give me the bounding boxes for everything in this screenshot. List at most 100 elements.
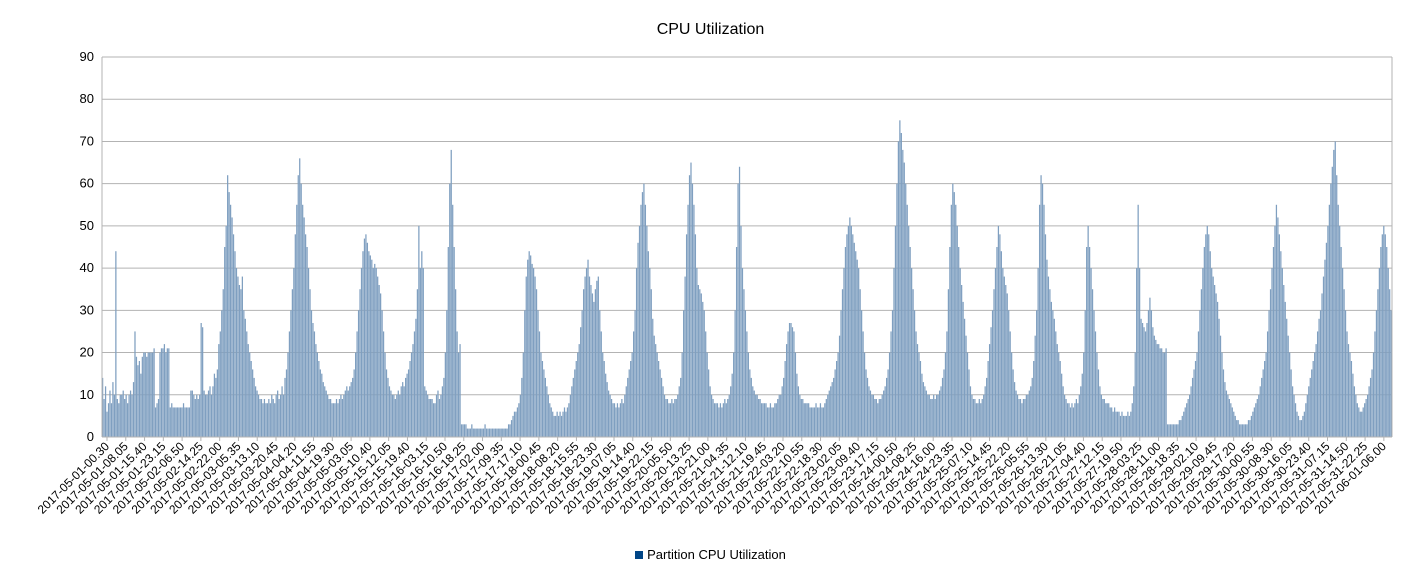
bar [422, 268, 424, 437]
bar [599, 310, 601, 437]
bar [738, 166, 741, 437]
bar [572, 377, 574, 437]
bar [124, 399, 126, 437]
bar [794, 352, 797, 437]
bar [580, 327, 582, 437]
bar [619, 403, 622, 437]
bar [997, 225, 1000, 437]
bar [1303, 411, 1305, 437]
bar [763, 403, 766, 437]
bar [1146, 323, 1148, 437]
bar [797, 386, 799, 437]
bar [459, 344, 461, 437]
bar [1071, 403, 1073, 437]
bar [509, 424, 511, 437]
bar [784, 361, 786, 437]
bar [883, 390, 885, 437]
bar [713, 403, 716, 437]
bar [643, 183, 645, 437]
bar [560, 415, 563, 437]
bar [109, 390, 111, 437]
bar [178, 407, 180, 437]
bar [630, 361, 632, 437]
bar [662, 386, 664, 437]
bar [1094, 331, 1097, 437]
bar [1100, 394, 1103, 437]
bar [559, 411, 561, 437]
bar [522, 352, 524, 437]
bar [1356, 403, 1358, 437]
chart-title: CPU Utilization [656, 21, 765, 38]
bar [312, 323, 314, 437]
bar [328, 399, 330, 437]
bar [1066, 403, 1069, 437]
bar [741, 268, 744, 437]
bar [1165, 348, 1167, 437]
bar [387, 377, 389, 437]
bar [1306, 394, 1308, 437]
bar [831, 382, 833, 437]
bar [1069, 407, 1072, 437]
bar [175, 407, 177, 437]
bar [338, 399, 341, 437]
bar [712, 399, 714, 437]
bar [172, 407, 174, 437]
bar [527, 259, 529, 437]
bar [1319, 310, 1322, 437]
bar [716, 403, 719, 437]
bar [668, 403, 670, 437]
bar [869, 390, 872, 437]
bar [450, 149, 452, 437]
bar [880, 399, 882, 437]
bar [284, 377, 286, 437]
bar [771, 407, 773, 437]
bar [1133, 386, 1135, 437]
bar [371, 259, 373, 437]
bar [659, 369, 661, 437]
bar [833, 377, 835, 437]
bar [737, 183, 739, 437]
bar [1158, 344, 1160, 437]
bar [965, 335, 967, 437]
bar [157, 399, 160, 437]
bar [953, 192, 955, 437]
bar [1062, 386, 1064, 437]
bar [1183, 411, 1185, 437]
bar [372, 268, 374, 437]
bar [710, 394, 713, 437]
bar [909, 247, 911, 437]
bar [666, 399, 669, 437]
bar [1334, 141, 1336, 437]
bar [512, 415, 514, 437]
bar [391, 394, 394, 437]
bar [961, 285, 963, 437]
bar [1178, 420, 1180, 437]
bar [1055, 331, 1057, 437]
bar [213, 373, 216, 437]
bar [1125, 415, 1128, 437]
bar [143, 352, 145, 437]
bar [766, 407, 769, 437]
bar [207, 390, 210, 437]
bar [266, 403, 268, 437]
bar [294, 234, 296, 437]
bar [435, 394, 438, 437]
bar [1247, 420, 1250, 437]
bar [1118, 411, 1120, 437]
bar [621, 399, 623, 437]
bar [968, 369, 970, 437]
bar [1216, 301, 1219, 437]
bar [116, 399, 118, 437]
bar [1075, 399, 1077, 437]
bar [940, 386, 942, 437]
bar [1333, 149, 1335, 437]
bar [974, 399, 976, 437]
bar [1041, 183, 1044, 437]
bar [530, 255, 532, 437]
bar [362, 251, 364, 437]
bar [537, 310, 539, 437]
bar [896, 183, 898, 437]
bar [1114, 407, 1116, 437]
bar [463, 424, 466, 437]
bar [199, 394, 201, 437]
